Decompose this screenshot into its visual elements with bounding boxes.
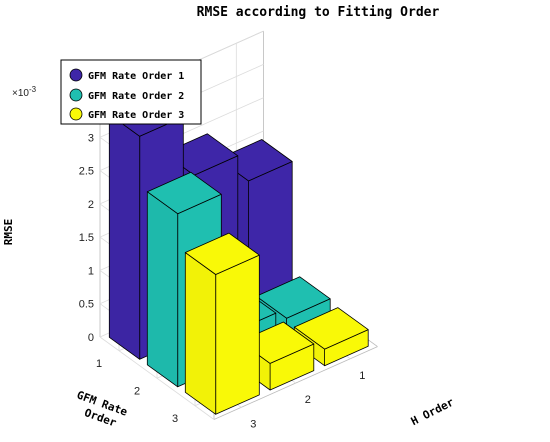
z-tick-label: 2.5 [79,166,94,178]
legend-entry: GFM Rate Order 3 [69,107,184,121]
x-axis-label: H Order [409,395,457,428]
y-tick-label: 3 [172,413,178,425]
z-tick-label: 1.5 [79,232,94,244]
x-tick-label: 3 [250,418,256,430]
legend-marker [69,107,83,121]
z-axis-label: RMSE [2,219,15,246]
chart-title: RMSE according to Fitting Order [197,5,440,20]
legend-marker [69,88,83,102]
legend-box [60,59,202,125]
bar-side-face [184,252,217,415]
y-tick-label: 2 [134,385,140,397]
bar [184,232,260,415]
z-tick-label: 2 [88,199,94,211]
z-tick-label: 1 [88,265,94,277]
z-tick-label: 0.5 [79,299,94,311]
legend-entry: GFM Rate Order 2 [69,88,184,102]
bar-side-face [146,191,179,388]
legend-entry: GFM Rate Order 1 [69,68,184,82]
legend-marker [69,68,83,82]
bar-front-face [215,254,260,415]
bar-side-face [108,113,141,360]
exponent-label: ×10-3 [12,85,37,99]
x-tick-label: 1 [359,370,365,382]
legend: GFM Rate Order 1 GFM Rate Order 2 GFM Ra… [60,59,202,125]
bar-top-face [146,171,222,215]
legend-label: GFM Rate Order 2 [88,91,184,102]
x-tick-label: 2 [305,394,311,406]
y-axis-label: GFM Rate Order [70,388,135,434]
bars [108,94,369,415]
bar-top-face [184,232,260,275]
z-tick-label: 0 [88,332,94,344]
z-tick-label: 3 [88,132,94,144]
bar-top-face [255,276,331,319]
legend-label: GFM Rate Order 1 [88,71,184,82]
bar-top-face [293,307,369,350]
y-tick-label: 1 [96,358,102,370]
legend-label: GFM Rate Order 3 [88,110,184,121]
